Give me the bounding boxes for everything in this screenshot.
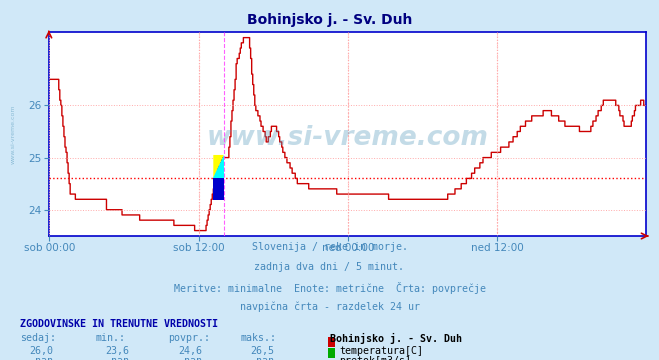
Text: www.si-vreme.com: www.si-vreme.com: [207, 125, 488, 151]
Text: -nan: -nan: [178, 356, 202, 360]
Text: min.:: min.:: [96, 333, 126, 343]
Text: 24,6: 24,6: [178, 346, 202, 356]
Text: povpr.:: povpr.:: [168, 333, 210, 343]
Text: -nan: -nan: [250, 356, 274, 360]
Text: 23,6: 23,6: [105, 346, 129, 356]
Text: 26,5: 26,5: [250, 346, 274, 356]
Polygon shape: [214, 155, 223, 179]
Text: -nan: -nan: [30, 356, 53, 360]
Text: Bohinjsko j. - Sv. Duh: Bohinjsko j. - Sv. Duh: [330, 333, 461, 344]
Text: ZGODOVINSKE IN TRENUTNE VREDNOSTI: ZGODOVINSKE IN TRENUTNE VREDNOSTI: [20, 319, 217, 329]
Text: -nan: -nan: [105, 356, 129, 360]
Bar: [214, 179, 223, 199]
Text: navpična črta - razdelek 24 ur: navpična črta - razdelek 24 ur: [239, 301, 420, 312]
Text: www.si-vreme.com: www.si-vreme.com: [11, 104, 16, 164]
Text: Bohinjsko j. - Sv. Duh: Bohinjsko j. - Sv. Duh: [247, 13, 412, 27]
Text: Meritve: minimalne  Enote: metrične  Črta: povprečje: Meritve: minimalne Enote: metrične Črta:…: [173, 282, 486, 293]
Text: pretok[m3/s]: pretok[m3/s]: [339, 356, 411, 360]
Text: zadnja dva dni / 5 minut.: zadnja dva dni / 5 minut.: [254, 262, 405, 272]
Text: maks.:: maks.:: [241, 333, 277, 343]
Text: sedaj:: sedaj:: [20, 333, 56, 343]
Text: temperatura[C]: temperatura[C]: [339, 346, 423, 356]
Text: 26,0: 26,0: [30, 346, 53, 356]
Text: Slovenija / reke in morje.: Slovenija / reke in morje.: [252, 242, 407, 252]
Polygon shape: [214, 155, 223, 179]
